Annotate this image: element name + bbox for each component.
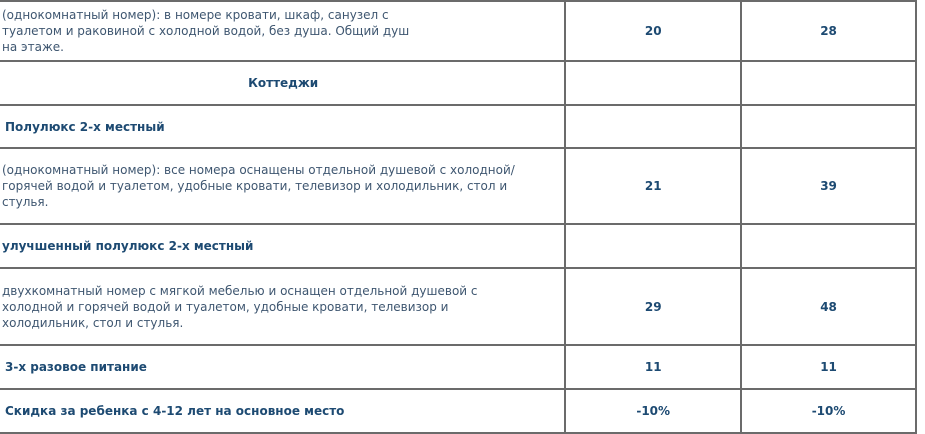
price-cell	[740, 223, 917, 269]
room-description: (однокомнатный номер): в номере кровати,…	[0, 0, 567, 62]
price-cell: 39	[740, 147, 917, 225]
price-cell	[564, 60, 743, 106]
section-heading: Коттеджи	[0, 60, 567, 106]
table-row: Полулюкс 2-х местный	[0, 104, 917, 149]
table-row: (однокомнатный номер): все номера оснаще…	[0, 147, 917, 225]
meal-plan: 3-х разовое питание	[0, 344, 567, 390]
price-cell	[740, 60, 917, 106]
price-cell: 28	[740, 0, 917, 62]
price-cell: 11	[564, 344, 743, 390]
table-row: (однокомнатный номер): в номере кровати,…	[0, 0, 917, 62]
price-cell	[564, 223, 743, 269]
price-cell	[740, 104, 917, 149]
price-cell: -10%	[564, 388, 743, 434]
table-row: двухкомнатный номер с мягкой мебелью и о…	[0, 267, 917, 346]
price-cell: 21	[564, 147, 743, 225]
table-row: улучшенный полулюкс 2-х местный	[0, 223, 917, 269]
child-discount: Скидка за ребенка с 4-12 лет на основное…	[0, 388, 567, 434]
price-cell	[564, 104, 743, 149]
room-type: Полулюкс 2-х местный	[0, 104, 567, 149]
price-cell: 29	[564, 267, 743, 346]
price-cell: 11	[740, 344, 917, 390]
price-cell: 20	[564, 0, 743, 62]
room-type: улучшенный полулюкс 2-х местный	[0, 223, 567, 269]
table-row: Скидка за ребенка с 4-12 лет на основное…	[0, 388, 917, 434]
room-description: (однокомнатный номер): все номера оснаще…	[0, 147, 567, 225]
price-cell: -10%	[740, 388, 917, 434]
price-cell: 48	[740, 267, 917, 346]
table-row: Коттеджи	[0, 60, 917, 106]
room-description: двухкомнатный номер с мягкой мебелью и о…	[0, 267, 567, 346]
table-row: 3-х разовое питание 11 11	[0, 344, 917, 390]
